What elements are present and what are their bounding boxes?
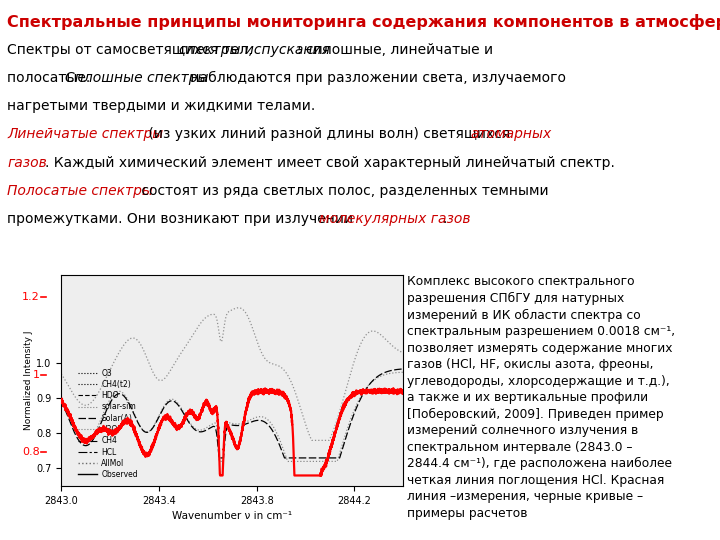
Text: Комплекс высокого спектрального
разрешения СПбГУ для натурных
измерений в ИК обл: Комплекс высокого спектрального разрешен… <box>407 275 675 520</box>
Text: Сплошные спектры: Сплошные спектры <box>65 71 208 85</box>
Legend: O3, CH4(t2), HDO, solar-sim, Solar(A), H2O, CH4, HCL, AllMol, Observed: O3, CH4(t2), HDO, solar-sim, Solar(A), H… <box>76 366 141 482</box>
Text: газов: газов <box>7 156 47 170</box>
X-axis label: Wavenumber ν in cm⁻¹: Wavenumber ν in cm⁻¹ <box>172 511 292 521</box>
Text: (из узких линий разной длины волн) светящихся: (из узких линий разной длины волн) светя… <box>144 127 515 141</box>
Text: Линейчатые спектры: Линейчатые спектры <box>7 127 163 141</box>
Text: промежутками. Они возникают при излучении: промежутками. Они возникают при излучени… <box>7 212 358 226</box>
Text: : сплошные, линейчатые и: : сплошные, линейчатые и <box>297 43 493 57</box>
Text: .: . <box>442 212 446 226</box>
Text: 1.2: 1.2 <box>22 293 40 302</box>
Text: . Каждый химический элемент имеет свой характерный линейчатый спектр.: . Каждый химический элемент имеет свой х… <box>45 156 614 170</box>
Text: полосатые.: полосатые. <box>7 71 95 85</box>
Y-axis label: Normalized Intensity J: Normalized Intensity J <box>24 331 33 430</box>
Text: 1: 1 <box>33 370 40 380</box>
Text: Спектры от самосветящихся тел,: Спектры от самосветящихся тел, <box>7 43 257 57</box>
Text: Полосатые спектры: Полосатые спектры <box>7 184 153 198</box>
Text: состоят из ряда светлых полос, разделенных темными: состоят из ряда светлых полос, разделенн… <box>137 184 549 198</box>
Text: 0.8: 0.8 <box>22 447 40 457</box>
Text: Спектральные принципы мониторинга содержания компонентов в атмосфере: Спектральные принципы мониторинга содерж… <box>7 14 720 30</box>
Text: молекулярных газов: молекулярных газов <box>319 212 470 226</box>
Text: атомарных: атомарных <box>470 127 552 141</box>
Text: наблюдаются при разложении света, излучаемого: наблюдаются при разложении света, излуча… <box>186 71 566 85</box>
Text: спектры испускания: спектры испускания <box>179 43 330 57</box>
Text: нагретыми твердыми и жидкими телами.: нагретыми твердыми и жидкими телами. <box>7 99 315 113</box>
